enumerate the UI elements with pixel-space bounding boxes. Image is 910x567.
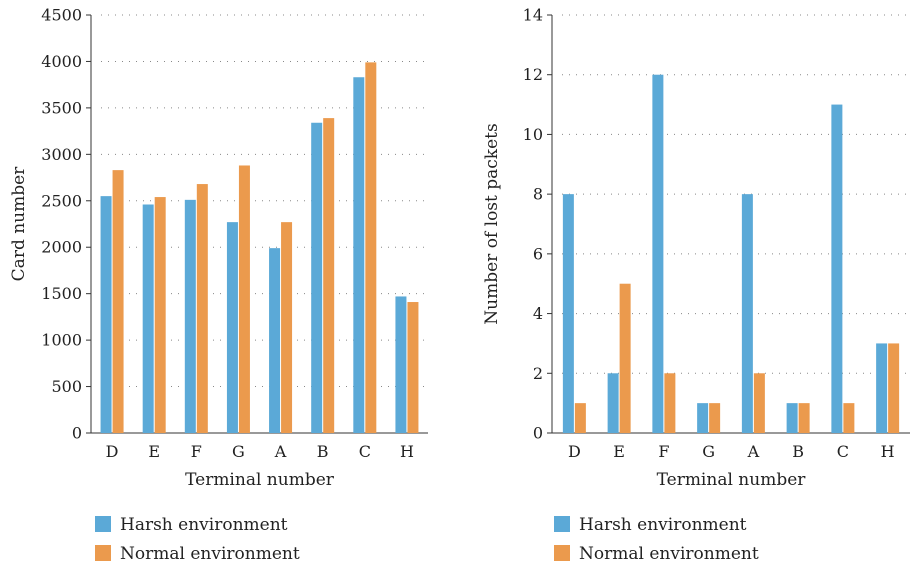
card-number-chart: 0 500 1000 1500 2000 2500 3000 3500 4000 4500 D E F G… [9,6,428,564]
bar-normal-c [365,62,377,434]
x-tick-label: A [274,442,287,461]
x-tick-label: H [881,442,895,461]
bar-harsh-f [652,74,664,433]
bar-harsh-d [100,196,112,433]
bar-normal-e [619,283,631,433]
y-tick-label: 500 [51,377,82,396]
bar-normal-g [238,165,250,434]
y-tick-label: 8 [533,185,543,204]
bar-harsh-e [142,204,154,433]
y-tick-label: 10 [523,125,543,144]
bar-normal-h [888,343,900,433]
y-tick-label: 12 [523,65,543,84]
y-axis-title: Card number [9,166,29,282]
legend-swatch-normal [554,545,570,561]
legend-label-harsh: Harsh environment [579,515,747,535]
y-tick-label: 6 [533,244,543,263]
bar-harsh-a [741,194,753,433]
bar-normal-a [753,373,765,433]
y-tick-label: 4500 [41,6,82,25]
bar-harsh-b [311,122,323,434]
bar-harsh-g [697,403,709,433]
bar-harsh-e [607,373,619,433]
y-tick-label: 2 [533,364,543,383]
x-tick-label: H [400,442,414,461]
lost-packets-chart: 0 2 4 6 8 10 12 14 D E F G A B C H Terminal number Number… [482,6,910,564]
bar-normal-f [196,184,208,433]
x-tick-label: D [568,442,581,461]
y-tick-label: 1000 [41,331,82,350]
x-tick-label: F [191,442,202,461]
bar-normal-e [154,197,166,433]
bar-normal-h [407,302,419,433]
y-tick-label: 2500 [41,191,82,210]
y-tick-label: 0 [72,424,82,443]
x-tick-label: B [317,442,329,461]
y-tick-label: 4 [533,304,543,323]
y-tick-label: 0 [533,424,543,443]
legend-swatch-harsh [554,516,570,532]
bar-normal-a [281,222,293,433]
y-tick-label: 14 [523,6,543,25]
bar-harsh-g [226,222,238,433]
y-tick-label: 3000 [41,145,82,164]
x-tick-label: G [232,442,245,461]
bar-harsh-b [786,403,798,433]
y-tick-label: 1500 [41,284,82,303]
x-tick-label: A [747,442,760,461]
bar-normal-d [112,170,124,433]
bar-normal-b [323,118,335,434]
x-axis-title: Terminal number [185,470,335,490]
x-axis-title: Terminal number [657,470,807,490]
x-tick-label: D [106,442,119,461]
x-tick-label: E [148,442,160,461]
bar-normal-b [798,403,810,433]
x-tick-label: C [837,442,849,461]
bar-harsh-c [353,77,365,433]
bar-normal-d [574,403,586,433]
x-tick-label: B [792,442,804,461]
legend-label-normal: Normal environment [120,544,300,564]
y-tick-label: 2000 [41,238,82,257]
bar-harsh-f [184,199,196,433]
y-tick-label: 4000 [41,52,82,71]
x-tick-label: F [658,442,669,461]
x-tick-label: E [613,442,625,461]
bar-normal-c [843,403,855,433]
bar-harsh-c [831,104,843,434]
x-tick-label: G [702,442,715,461]
legend-label-normal: Normal environment [579,544,759,564]
bar-harsh-a [269,248,281,433]
bar-normal-g [709,403,721,433]
bar-harsh-h [876,343,888,433]
y-axis-title: Number of lost packets [482,123,502,324]
legend-label-harsh: Harsh environment [120,515,288,535]
bar-harsh-h [395,296,407,433]
bar-harsh-d [562,194,574,433]
bar-normal-f [664,373,676,433]
legend-swatch-normal [95,545,111,561]
x-tick-label: C [359,442,371,461]
legend-swatch-harsh [95,516,111,532]
y-tick-label: 3500 [41,98,82,117]
